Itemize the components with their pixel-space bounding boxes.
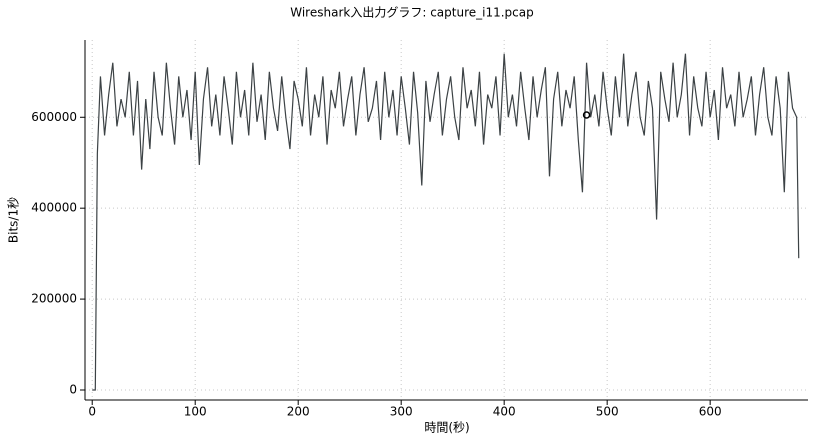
chart-title: Wireshark入出力グラフ: capture_i11.pcap bbox=[290, 6, 533, 20]
data-line bbox=[92, 53, 800, 391]
y-axis-label: Bits/1秒 bbox=[7, 197, 21, 243]
y-tick-label: 0 bbox=[69, 383, 77, 397]
x-tick-label: 0 bbox=[88, 405, 96, 419]
x-tick-label: 600 bbox=[699, 405, 722, 419]
x-axis-label: 時間(秒) bbox=[424, 421, 469, 435]
x-tick-label: 200 bbox=[287, 405, 310, 419]
y-tick-label: 200000 bbox=[31, 292, 77, 306]
y-tick-label: 600000 bbox=[31, 110, 77, 124]
x-tick-label: 500 bbox=[596, 405, 619, 419]
x-tick-label: 100 bbox=[184, 405, 207, 419]
point-marker bbox=[582, 111, 591, 119]
x-tick-label: 300 bbox=[390, 405, 413, 419]
y-tick-label: 400000 bbox=[31, 201, 77, 215]
x-tick-label: 400 bbox=[493, 405, 516, 419]
